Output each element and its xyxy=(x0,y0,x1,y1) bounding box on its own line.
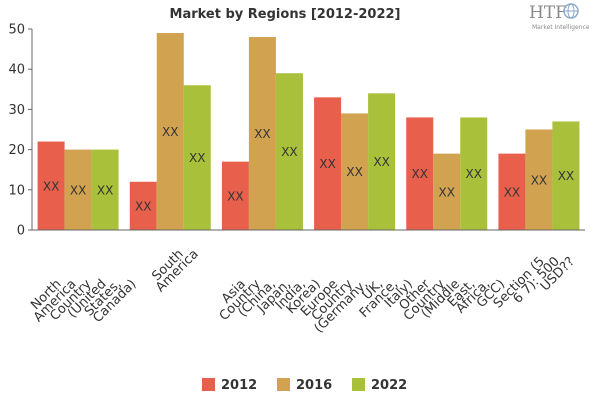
data-label: XX xyxy=(43,179,59,193)
bar-2016 xyxy=(341,113,369,230)
legend-swatch-2016 xyxy=(277,378,290,391)
data-label: XX xyxy=(558,169,574,183)
bar-2016 xyxy=(433,153,461,230)
htf-logo: HTF Market Intelligence xyxy=(529,3,590,31)
legend-swatch-2022 xyxy=(352,378,365,391)
bar-2012 xyxy=(498,153,526,230)
data-label: XX xyxy=(281,145,297,159)
bar-2012 xyxy=(406,117,434,230)
data-label: XX xyxy=(412,167,428,181)
category-label: SouthAmerica xyxy=(146,239,202,295)
data-label: XX xyxy=(373,155,389,169)
category-label: OtherCountry(MiddleEast,Africa,GCC) xyxy=(394,239,509,354)
data-label: XX xyxy=(135,199,151,213)
bar-2022 xyxy=(275,73,303,230)
logo-subtitle: Market Intelligence xyxy=(532,24,590,31)
category-label: NorthAmericaCountry(UnitedStates,Canada) xyxy=(23,239,139,355)
bars xyxy=(37,33,580,230)
category-labels: NorthAmericaCountry(UnitedStates,Canada)… xyxy=(23,239,578,358)
bar-2022 xyxy=(368,93,396,230)
bar-2012 xyxy=(129,181,157,230)
data-label: XX xyxy=(439,185,455,199)
data-label: XX xyxy=(97,183,113,197)
logo-mark: HTF xyxy=(529,3,567,23)
bar-2012 xyxy=(221,161,249,230)
bar-2016 xyxy=(64,149,92,230)
bar-2016 xyxy=(248,37,276,230)
data-label: XX xyxy=(531,173,547,187)
bar-2022 xyxy=(91,149,119,230)
y-tick-label: 10 xyxy=(8,183,25,198)
category-label: Section (56 7): 500USD?? xyxy=(491,239,578,326)
globe-icon xyxy=(563,3,579,19)
data-label: XX xyxy=(162,125,178,139)
bar-2012 xyxy=(37,141,65,230)
y-tick-label: 30 xyxy=(8,103,25,118)
data-label: XX xyxy=(70,183,86,197)
axes xyxy=(31,29,585,231)
y-tick-label: 0 xyxy=(17,224,25,239)
data-label: XX xyxy=(346,165,362,179)
y-tick-label: 50 xyxy=(8,23,25,38)
legend-label: 2022 xyxy=(371,378,407,393)
legend: 2012 2016 2022 xyxy=(202,378,407,393)
legend-label: 2016 xyxy=(296,378,332,393)
category-label: EuropeCountry(Germany,UK,France,Italy) xyxy=(297,239,416,358)
data-labels: XX XX XX XX XX XX XX XX XX XX XX XX XX XX XX XX XX XX xyxy=(43,125,574,213)
bar-2022 xyxy=(552,121,580,230)
data-label: XX xyxy=(227,189,243,203)
category-label: AsiaCountry(China,Japan,India,Korea) xyxy=(209,239,324,354)
data-label: XX xyxy=(254,127,270,141)
bar-2022 xyxy=(183,85,211,230)
data-label: XX xyxy=(466,167,482,181)
bar-2016 xyxy=(525,129,553,230)
y-tick-label: 40 xyxy=(8,63,25,78)
bar-2012 xyxy=(314,97,342,230)
chart-title: Market by Regions [2012-2022] xyxy=(170,7,401,22)
legend-label: 2012 xyxy=(221,378,257,393)
legend-swatch-2012 xyxy=(202,378,215,391)
data-label: XX xyxy=(189,151,205,165)
data-label: XX xyxy=(319,157,335,171)
bar-2016 xyxy=(156,33,184,230)
y-tick-label: 20 xyxy=(8,143,25,158)
y-axis: 0 10 20 30 40 50 xyxy=(8,23,32,239)
data-label: XX xyxy=(504,185,520,199)
bar-2022 xyxy=(460,117,488,230)
